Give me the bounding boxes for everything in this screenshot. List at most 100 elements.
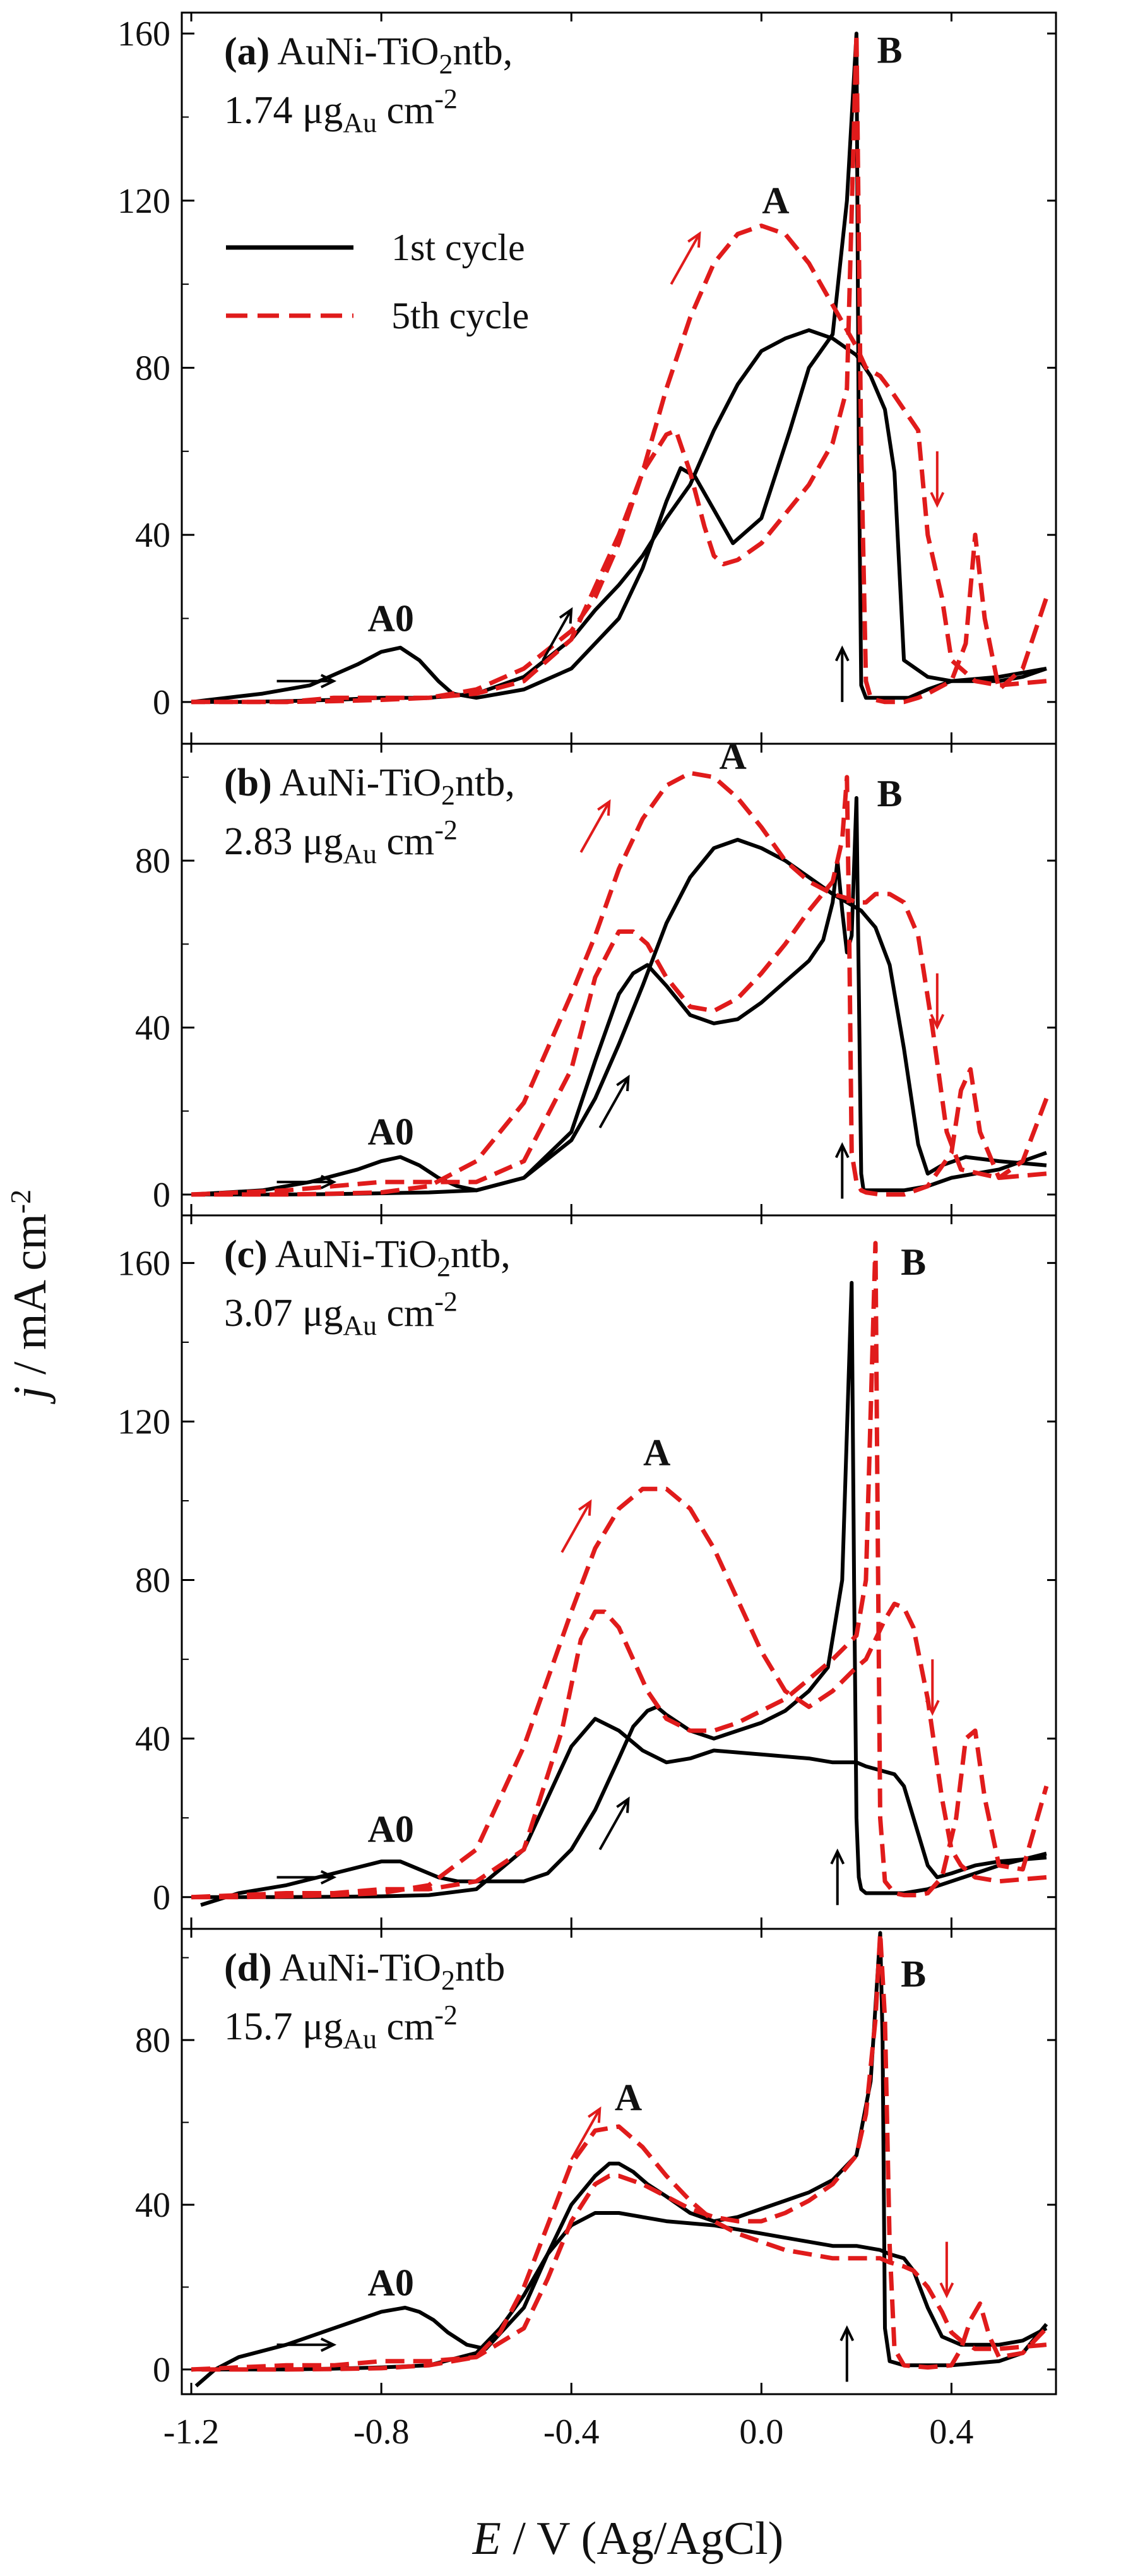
direction-arrow (670, 233, 701, 285)
series-5th-cycle (191, 1931, 1048, 2372)
y-tick-label: 80 (135, 349, 170, 388)
x-axis-var: E (472, 2513, 501, 2565)
direction-arrow-head (320, 2337, 337, 2352)
direction-arrow-head (687, 231, 701, 248)
legend-label: 5th cycle (391, 295, 529, 337)
y-tick-label: 0 (153, 1878, 170, 1917)
direction-arrow-head (834, 645, 850, 662)
y-tick-label: 80 (135, 1561, 170, 1601)
loading-unit: cm (377, 820, 434, 863)
panel-tag: (c) (224, 1233, 268, 1276)
direction-arrow-head (925, 1700, 940, 1716)
y-tick-label: 40 (135, 2186, 170, 2225)
direction-arrow-head (834, 1142, 850, 1159)
panel-title-sub: 2 (439, 49, 453, 80)
y-axis-rest: / mA cm (4, 1213, 56, 1386)
direction-arrow-head (930, 492, 945, 508)
x-tick-label: 0.4 (929, 2412, 973, 2452)
direction-arrow-head (839, 2325, 855, 2342)
direction-arrow (560, 1501, 591, 1553)
series-group (191, 770, 1049, 1197)
series-5th-cycle (191, 31, 1049, 705)
series-1st-cycle (191, 1717, 1047, 1899)
panel-title: (c) AuNi-TiO2ntb, (224, 1233, 511, 1282)
y-tick-label: 160 (117, 15, 170, 54)
peak-label: B (877, 773, 903, 814)
panel-title-tail: ntb, (455, 761, 515, 804)
y-tick-label: 80 (135, 2021, 170, 2060)
legend-label: 1st cycle (391, 227, 525, 268)
direction-arrow (570, 2108, 601, 2161)
y-tick-label: 80 (135, 842, 170, 881)
y-tick-label: 0 (153, 1176, 170, 1215)
direction-arrow-head (588, 2106, 602, 2123)
direction-arrow-head (597, 799, 611, 816)
peak-label: A (643, 1432, 670, 1474)
peak-label: A (615, 2077, 642, 2118)
y-tick-label: 40 (135, 1009, 170, 1048)
series-1st-cycle (191, 32, 1047, 704)
loading-value: 15.7 μg (224, 2005, 343, 2048)
panel-frame (181, 1928, 1057, 2395)
peak-label: A0 (368, 1111, 414, 1153)
direction-arrow-head (930, 1013, 945, 1030)
loading-sub: Au (343, 2024, 377, 2054)
loading-sub: Au (343, 107, 377, 138)
x-tick-label: -0.8 (353, 2412, 410, 2452)
x-tick-label: -1.2 (163, 2412, 220, 2452)
panel-tag: (a) (224, 30, 270, 73)
peak-label: A0 (368, 2262, 414, 2303)
peak-label: A (719, 736, 746, 777)
loading-unit: cm (377, 2005, 434, 2048)
series-5th-cycle (191, 1486, 1047, 1900)
series-5th-cycle (191, 224, 1047, 705)
series-5th-cycle (191, 1241, 1049, 1900)
series-group (191, 1241, 1049, 1907)
x-axis-title: E / V (Ag/AgCl) (472, 2513, 784, 2565)
panel-loading: 1.74 μgAu cm-2 (224, 83, 458, 138)
loading-value: 2.83 μg (224, 820, 343, 863)
direction-arrow-head (830, 1848, 845, 1865)
series-5th-cycle (191, 770, 1047, 1197)
panel-title-tail: ntb (455, 1947, 505, 1989)
series-1st-cycle (191, 838, 1047, 1196)
y-tick-label: 0 (153, 2351, 170, 2390)
y-tick-label: 120 (117, 182, 170, 221)
peak-label: A (762, 180, 789, 222)
panel-title-tail: ntb, (453, 30, 513, 73)
panel-loading: 3.07 μgAu cm-2 (224, 1286, 458, 1341)
panel-title: (a) AuNi-TiO2ntb, (224, 30, 513, 80)
direction-arrow-head (939, 2282, 954, 2299)
panel-loading: 2.83 μgAu cm-2 (224, 814, 458, 869)
peak-label: A0 (368, 1808, 414, 1850)
direction-arrow-head (320, 674, 337, 689)
direction-arrow-head (616, 1796, 630, 1813)
y-tick-label: 40 (135, 1720, 170, 1759)
x-tick-label: -0.4 (543, 2412, 600, 2452)
direction-arrow-head (578, 1499, 592, 1516)
panel-tag: (d) (224, 1947, 272, 1989)
peak-label: B (901, 1241, 926, 1283)
series-5th-cycle (191, 775, 1049, 1197)
loading-unit: cm (377, 1292, 434, 1335)
direction-arrow (598, 1076, 630, 1129)
direction-arrow (542, 609, 572, 661)
loading-value: 1.74 μg (224, 89, 343, 132)
panel-title-text: AuNi-TiO (280, 1947, 441, 1989)
direction-arrow (598, 1798, 630, 1851)
direction-arrow-head (616, 1075, 630, 1092)
x-tick-labels: -1.2 -0.8 -0.4 0.0 0.4 (163, 2412, 974, 2452)
loading-sub: Au (343, 1310, 377, 1341)
y-tick-label: 160 (117, 1244, 170, 1283)
direction-arrow-head (320, 1870, 337, 1885)
direction-arrow-head (320, 1174, 337, 1190)
panel-title-text: AuNi-TiO (275, 1233, 437, 1276)
loading-value: 3.07 μg (224, 1292, 343, 1335)
loading-unit: cm (377, 89, 434, 132)
loading-sup: -2 (434, 83, 458, 114)
panel-title-sub: 2 (437, 1251, 451, 1282)
